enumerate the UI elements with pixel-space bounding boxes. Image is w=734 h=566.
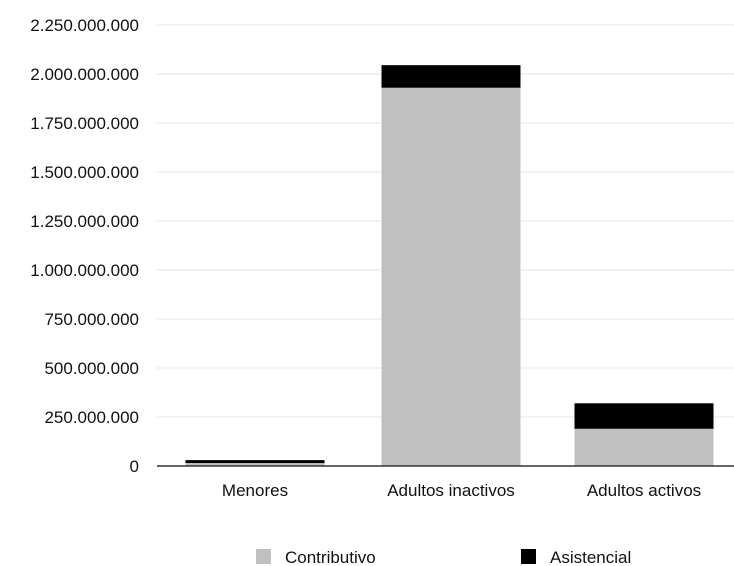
legend-swatch-contributivo	[256, 549, 271, 564]
y-tick-label: 1.500.000.000	[30, 163, 139, 182]
y-tick-label: 2.000.000.000	[30, 65, 139, 84]
x-category-label: Adultos inactivos	[387, 481, 515, 500]
bar-asistencial-1	[185, 460, 325, 464]
legend-swatch-asistencial	[521, 549, 536, 564]
x-axis-category-labels: Menores Adultos inactivos Adultos activos	[222, 481, 701, 500]
legend-label: Contributivo	[285, 548, 376, 566]
legend: Contributivo Asistencial	[256, 548, 631, 566]
bar-asistencial-3	[574, 403, 714, 429]
y-tick-label: 500.000.000	[44, 359, 139, 378]
bar-asistencial-2	[381, 65, 521, 88]
bar-contributivo-1	[185, 463, 325, 466]
y-tick-label: 1.750.000.000	[30, 114, 139, 133]
y-tick-label: 2.250.000.000	[30, 16, 139, 35]
y-tick-label: 750.000.000	[44, 310, 139, 329]
y-tick-label: 250.000.000	[44, 408, 139, 427]
x-category-label: Adultos activos	[587, 481, 701, 500]
bars	[185, 65, 714, 466]
y-tick-label: 1.250.000.000	[30, 212, 139, 231]
bar-contributivo-2	[381, 87, 521, 466]
bar-contributivo-3	[574, 428, 714, 466]
y-axis-tick-labels: 0 250.000.000 500.000.000 750.000.000 1.000.…	[30, 16, 139, 476]
legend-label: Asistencial	[550, 548, 631, 566]
x-category-label: Menores	[222, 481, 288, 500]
y-tick-label: 1.000.000.000	[30, 261, 139, 280]
y-tick-label: 0	[130, 457, 139, 476]
